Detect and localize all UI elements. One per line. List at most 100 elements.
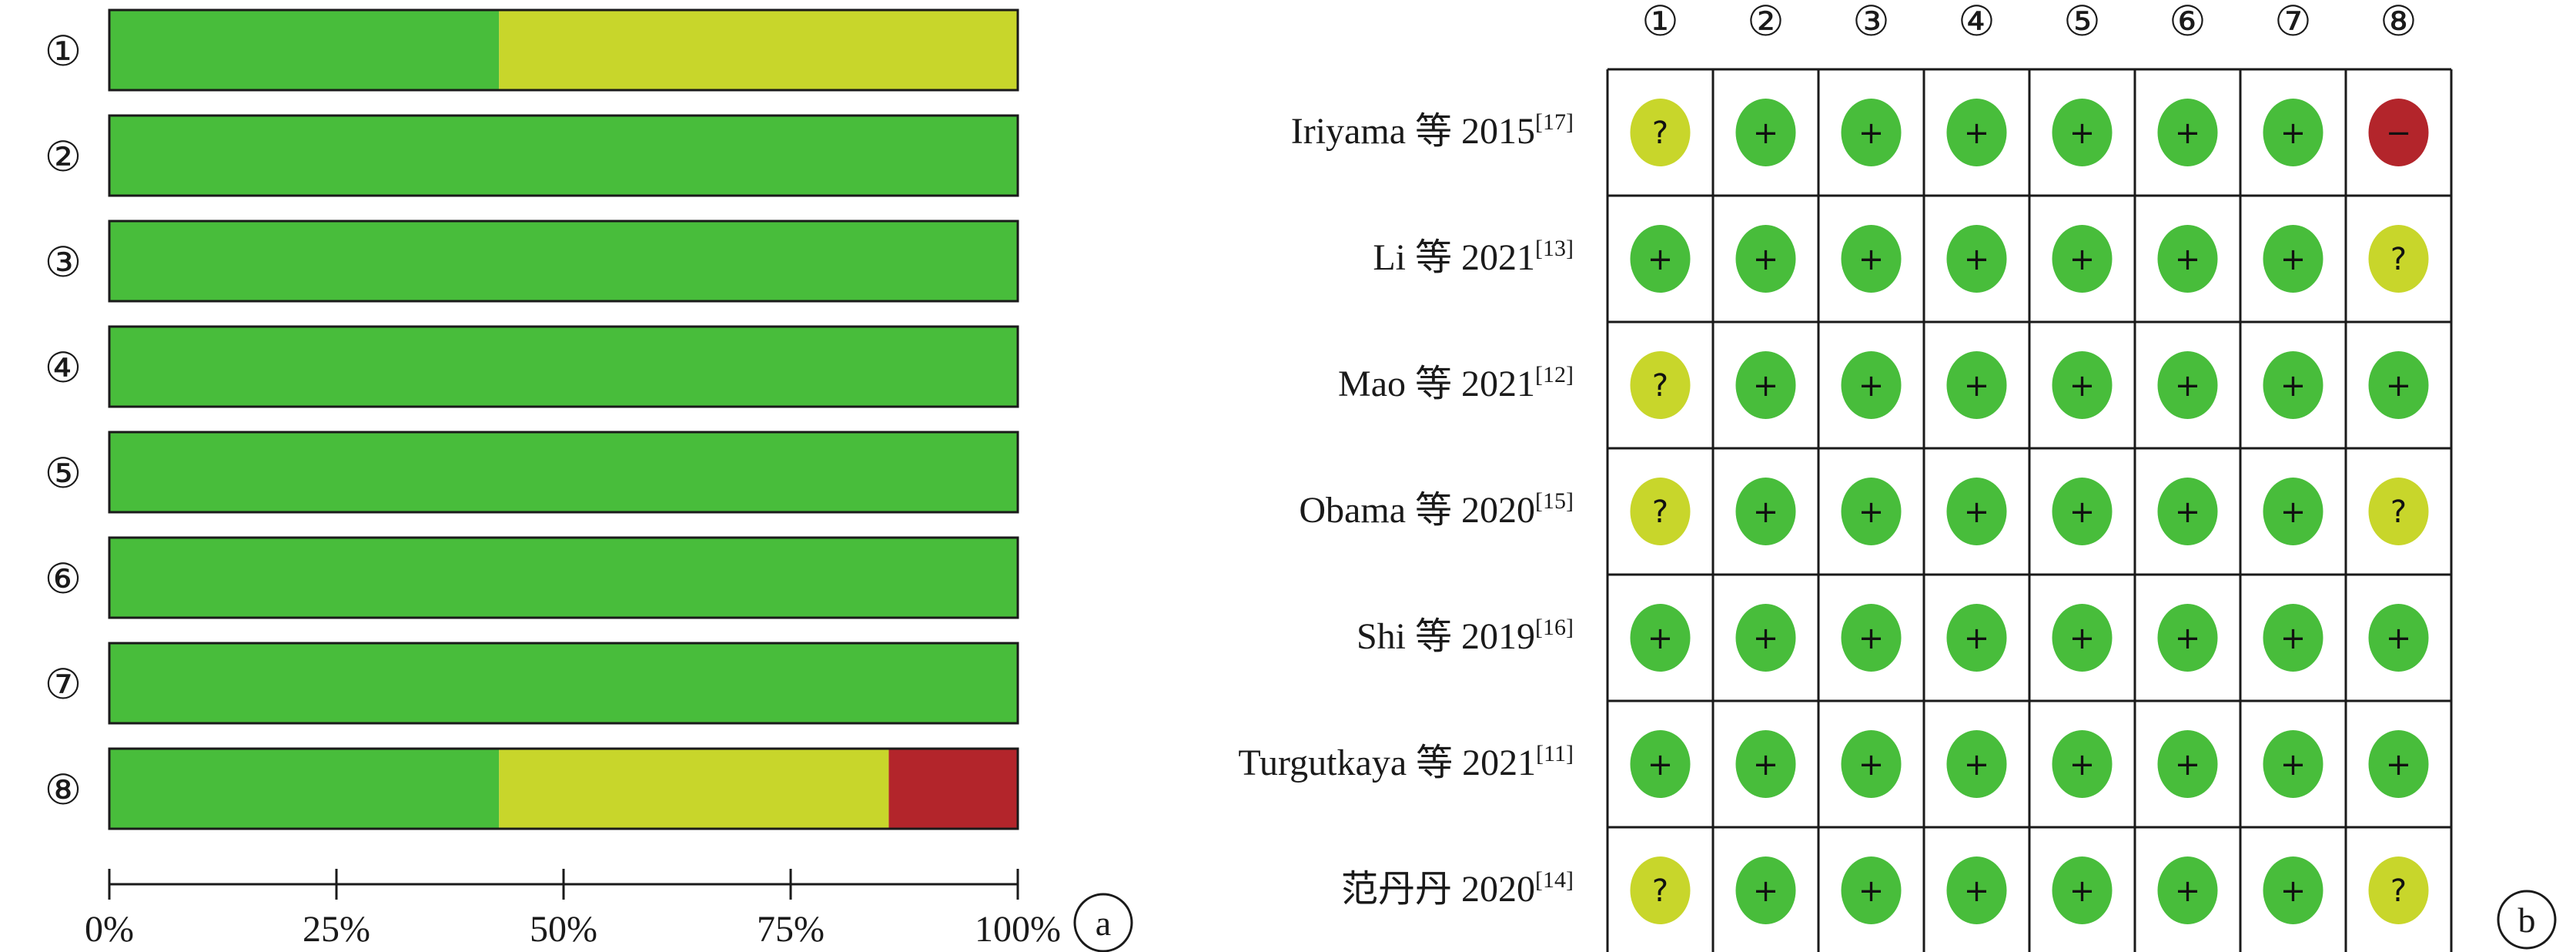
study-name: Iriyama 等 2015 <box>1291 111 1535 152</box>
risk-symbol: + <box>1964 747 1990 783</box>
risk-symbol: + <box>1964 494 1990 530</box>
bar-segment-unclear <box>499 10 1018 90</box>
panel-a-label: a <box>1096 903 1111 943</box>
study-label: Li 等 2021[13] <box>1373 236 1574 278</box>
bar-category-label: ⑧ <box>45 767 82 813</box>
study-reference: [16] <box>1535 615 1574 640</box>
study-label: 范丹丹 2020[14] <box>1341 867 1574 910</box>
risk-dot-low <box>2052 351 2113 419</box>
study-label: Shi 等 2019[16] <box>1357 615 1574 657</box>
bar-category-label: ③ <box>45 240 82 286</box>
bar-segment-low <box>109 538 1018 618</box>
study-name: Obama 等 2020 <box>1299 490 1535 531</box>
risk-dot-low <box>2263 351 2323 419</box>
risk-dot-low <box>2157 604 2218 672</box>
panel-b-label: b <box>2518 900 2536 940</box>
risk-dot-low <box>1735 225 1796 293</box>
bar-outline <box>108 431 1019 514</box>
risk-symbol: + <box>1964 873 1990 909</box>
bar-outline <box>108 8 1019 92</box>
study-label: Turgutkaya 等 2021[11] <box>1238 741 1574 783</box>
risk-dot-low <box>1946 478 2007 545</box>
risk-symbol: + <box>1753 621 1779 656</box>
risk-dot-low <box>2263 99 2323 166</box>
risk-dot-low <box>1946 856 2007 924</box>
risk-dot-unclear <box>1630 351 1691 419</box>
study-label: Obama 等 2020[15] <box>1299 488 1574 531</box>
risk-symbol: + <box>2175 368 2201 404</box>
risk-symbol: + <box>1964 621 1990 656</box>
risk-dot-low <box>1841 730 1902 798</box>
risk-dot-low <box>2263 478 2323 545</box>
risk-symbol: + <box>1858 242 1885 277</box>
study-name: Shi 等 2019 <box>1357 616 1535 657</box>
risk-dot-low <box>2052 225 2113 293</box>
bar-outline <box>108 325 1019 408</box>
risk-symbol: + <box>1753 494 1779 530</box>
risk-symbol: ? <box>1652 116 1668 151</box>
risk-symbol: + <box>1858 873 1885 909</box>
risk-symbol: + <box>2280 873 2307 909</box>
study-name: Li 等 2021 <box>1373 237 1535 278</box>
risk-symbol: + <box>2069 242 2096 277</box>
risk-dot-low <box>2263 730 2323 798</box>
risk-symbol: ? <box>1652 873 1668 909</box>
risk-symbol: + <box>1858 621 1885 656</box>
risk-dot-low <box>2157 99 2218 166</box>
risk-dot-low <box>2368 351 2429 419</box>
risk-symbol: + <box>1753 873 1779 909</box>
risk-symbol: ? <box>1652 494 1668 530</box>
risk-symbol: + <box>2175 494 2201 530</box>
bar-category-label: ⑥ <box>45 556 82 602</box>
bar-outline <box>108 114 1019 197</box>
risk-symbol: + <box>1753 368 1779 404</box>
x-tick-label: 25% <box>303 909 370 950</box>
risk-symbol: + <box>2069 873 2096 909</box>
bar-segment-low <box>109 327 1018 407</box>
study-name: Mao 等 2021 <box>1338 364 1535 404</box>
risk-dot-low <box>1841 351 1902 419</box>
x-tick-label: 50% <box>530 909 597 950</box>
risk-symbol: + <box>1858 494 1885 530</box>
risk-symbol: + <box>1858 747 1885 783</box>
risk-dot-low <box>2052 856 2113 924</box>
risk-symbol: ? <box>2390 242 2407 277</box>
study-reference: [15] <box>1535 488 1574 514</box>
x-tick-label: 100% <box>975 909 1061 950</box>
risk-dot-low <box>1735 478 1796 545</box>
bar-segment-low <box>109 749 500 829</box>
risk-symbol: + <box>2175 747 2201 783</box>
bar-segment-low <box>109 10 500 90</box>
panel-b-badge <box>2497 890 2557 950</box>
risk-symbol: + <box>2175 242 2201 277</box>
risk-dot-low <box>1841 225 1902 293</box>
risk-dot-unclear <box>2368 856 2429 924</box>
risk-symbol: + <box>2175 873 2201 909</box>
study-reference: [14] <box>1535 867 1574 893</box>
bar-outline <box>108 536 1019 619</box>
bar-category-label: ① <box>45 28 82 75</box>
risk-symbol: + <box>1753 116 1779 151</box>
risk-symbol: + <box>1753 747 1779 783</box>
panel-a-badge <box>1073 893 1133 952</box>
risk-dot-unclear <box>2368 478 2429 545</box>
risk-dot-low <box>1735 856 1796 924</box>
risk-dot-low <box>1841 604 1902 672</box>
grid-column-header: ③ <box>1852 0 1889 45</box>
study-label: Iriyama 等 2015[17] <box>1291 109 1574 152</box>
risk-dot-low <box>1841 478 1902 545</box>
risk-symbol: + <box>2280 242 2307 277</box>
risk-symbol: + <box>1964 368 1990 404</box>
study-name: 范丹丹 2020 <box>1341 869 1535 910</box>
risk-dot-low <box>2263 225 2323 293</box>
risk-dot-low <box>2368 604 2429 672</box>
risk-dot-low <box>2157 856 2218 924</box>
risk-symbol: + <box>1858 116 1885 151</box>
risk-dot-unclear <box>1630 856 1691 924</box>
bar-segment-unclear <box>499 749 889 829</box>
risk-symbol: + <box>1648 747 1674 783</box>
risk-dot-low <box>1735 604 1796 672</box>
risk-dot-unclear <box>1630 99 1691 166</box>
bar-outline <box>108 642 1019 725</box>
risk-dot-low <box>2052 604 2113 672</box>
